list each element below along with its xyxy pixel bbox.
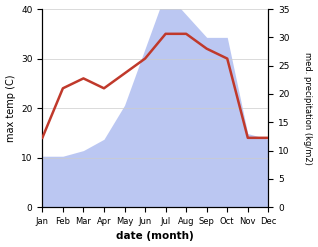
Y-axis label: med. precipitation (kg/m2): med. precipitation (kg/m2) [303, 52, 313, 165]
Y-axis label: max temp (C): max temp (C) [5, 74, 16, 142]
X-axis label: date (month): date (month) [116, 231, 194, 242]
